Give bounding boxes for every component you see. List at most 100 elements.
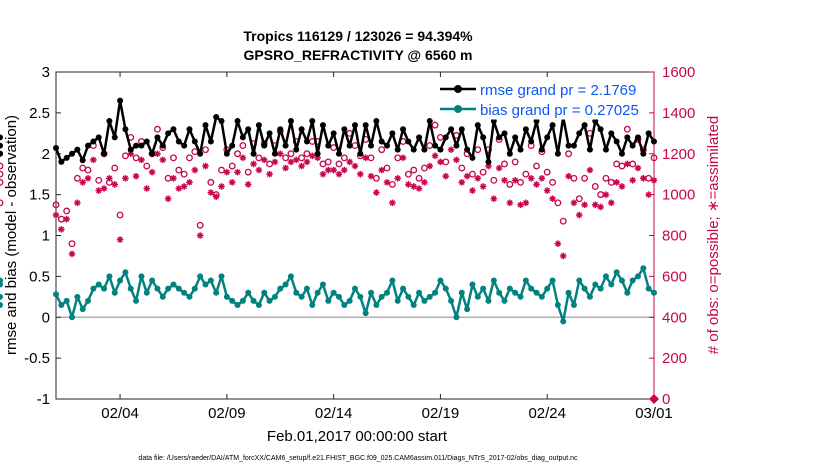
rmse-point [175, 138, 182, 145]
bias-point [314, 289, 321, 296]
y-axis-right-label: # of obs: o=possible; ∗=assimilated [705, 116, 722, 355]
bias-point [565, 289, 572, 296]
rmse-point [314, 150, 321, 157]
obs-assimilated-point [469, 187, 476, 194]
obs-possible-point [554, 199, 562, 207]
rmse-point [432, 142, 439, 149]
obs-assimilated-point [650, 177, 658, 184]
bias-point [138, 273, 145, 280]
bias-point [410, 301, 417, 308]
rmse-point [69, 150, 76, 157]
bias-point [421, 297, 428, 304]
rmse-point [378, 138, 385, 145]
obs-assimilated-point [266, 170, 273, 178]
obs-assimilated-point [495, 164, 503, 172]
rmse-point [464, 146, 471, 153]
y-left-tick-label: 0 [42, 309, 50, 326]
bias-point [325, 297, 332, 304]
rmse-point [319, 122, 326, 129]
bias-point [544, 285, 551, 292]
obs-assimilated-point [106, 174, 113, 182]
obs-possible-point [228, 162, 236, 170]
obs-assimilated-point [212, 193, 220, 200]
rmse-point [95, 134, 102, 141]
obs-assimilated-point [100, 185, 108, 192]
bias-point [474, 293, 481, 300]
bias-point [645, 285, 652, 292]
rmse-point [416, 134, 423, 141]
obs-assimilated-point [122, 174, 129, 182]
rmse-point [287, 118, 294, 125]
obs-possible-point [68, 240, 76, 248]
obs-assimilated-point [314, 154, 321, 162]
bias-point [554, 301, 561, 308]
obs-possible-point [324, 158, 332, 166]
obs-assimilated-point [634, 164, 642, 172]
obs-possible-point [186, 154, 193, 162]
obs-assimilated-point [164, 195, 172, 203]
obs-assimilated-point [52, 211, 60, 219]
rmse-point [170, 126, 177, 133]
rmse-point [234, 118, 241, 125]
rmse-point [410, 146, 417, 153]
obs-assimilated-point [645, 191, 652, 198]
bias-point [154, 285, 161, 292]
obs-assimilated-point [250, 160, 257, 168]
obs-possible-point [479, 168, 487, 176]
rmse-point [613, 138, 620, 145]
bias-point [597, 285, 604, 292]
obs-possible-point [602, 174, 610, 182]
bias-point [149, 277, 156, 284]
rmse-point [469, 154, 476, 161]
obs-assimilated-point [405, 181, 412, 188]
obs-possible-point [244, 168, 252, 176]
obs-assimilated-point [319, 170, 327, 178]
bias-point [613, 269, 620, 276]
obs-possible-point [153, 125, 161, 133]
obs-possible-point [543, 168, 551, 176]
obs-assimilated-point [479, 183, 487, 190]
obs-assimilated-point [175, 185, 183, 192]
x-tick-label: 02/19 [422, 405, 460, 422]
bias-point [538, 293, 545, 300]
rmse-point [544, 134, 551, 141]
rmse-point [74, 146, 81, 153]
obs-possible-point [591, 182, 599, 190]
obs-assimilated-point [538, 174, 546, 182]
bias-point [170, 281, 177, 288]
bias-point [207, 277, 214, 284]
obs-assimilated-point [58, 226, 65, 233]
bias-point [448, 297, 455, 304]
rmse-point [400, 126, 407, 133]
obs-assimilated-point [154, 150, 161, 158]
obs-assimilated-point [287, 158, 295, 166]
rmse-point [437, 146, 444, 153]
bias-point [453, 314, 460, 321]
obs-possible-point [287, 150, 295, 158]
y-right-tick-label: 200 [662, 350, 687, 367]
rmse-point [266, 130, 273, 137]
obs-assimilated-point [325, 166, 332, 174]
bias-point [234, 301, 241, 308]
rmse-point [261, 142, 268, 149]
y-axis-left-label: rmse and bias (model - observation) [3, 115, 20, 355]
bias-point [298, 293, 305, 300]
obs-possible-point [0, 170, 4, 178]
rmse-point [576, 130, 583, 137]
obs-assimilated-point [624, 160, 631, 168]
bias-point [143, 289, 150, 296]
rmse-point [533, 118, 540, 125]
obs-assimilated-point [490, 195, 498, 203]
obs-possible-point [575, 195, 583, 203]
bias-point [159, 293, 166, 300]
rmse-point [448, 126, 455, 133]
rmse-point [581, 122, 588, 129]
bias-point [490, 277, 497, 284]
rmse-point [127, 146, 134, 153]
bias-point [400, 285, 407, 292]
obs-possible-point [175, 166, 183, 174]
y-right-tick-label: 1400 [662, 105, 695, 122]
bias-point [330, 289, 337, 296]
bias-point [117, 277, 124, 284]
bias-point [197, 273, 204, 280]
